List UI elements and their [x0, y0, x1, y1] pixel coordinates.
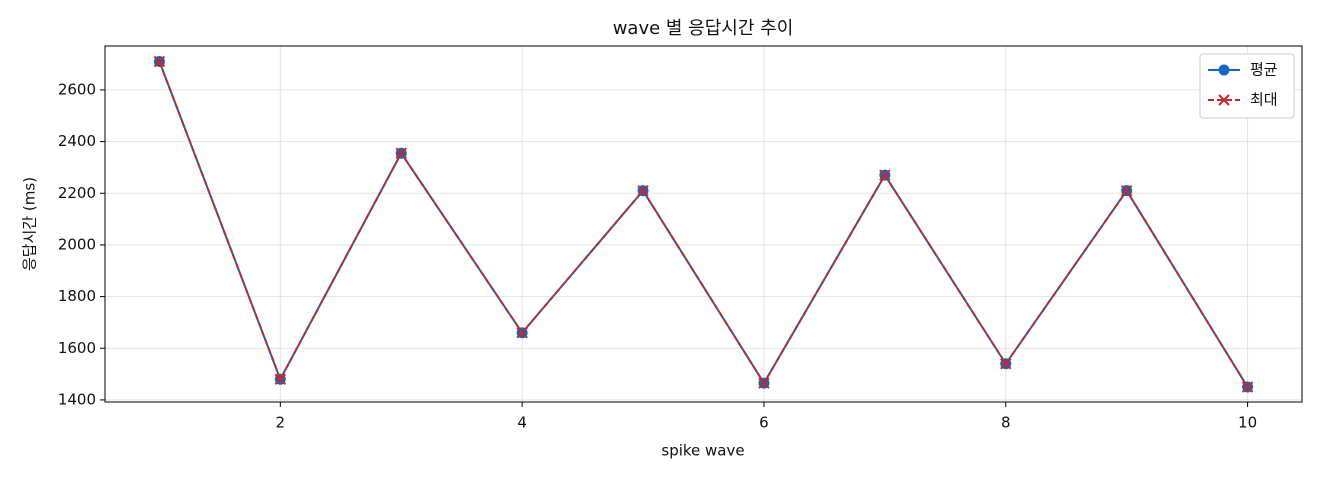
legend-label: 평균	[1250, 61, 1278, 79]
y-tick-label: 2600	[58, 80, 96, 98]
marker	[1218, 94, 1230, 106]
y-tick-label: 1400	[58, 390, 96, 408]
marker	[879, 169, 891, 181]
x-tick-label: 10	[1238, 414, 1257, 432]
x-tick-label: 6	[759, 414, 769, 432]
x-tick-label: 4	[517, 414, 527, 432]
legend-label: 최대	[1250, 91, 1278, 109]
marker	[758, 377, 770, 389]
x-tick-label: 2	[276, 414, 286, 432]
y-tick-label: 1600	[58, 339, 96, 357]
legend-box	[1199, 53, 1295, 119]
marker	[1120, 184, 1133, 197]
x-tick-label: 8	[1001, 414, 1011, 432]
plot-frame	[104, 45, 1303, 403]
y-tick-label: 2200	[58, 184, 96, 202]
marker	[637, 184, 649, 197]
y-tick-label: 2000	[58, 235, 96, 253]
marker	[516, 327, 528, 339]
marker	[395, 147, 407, 159]
y-tick-label: 2400	[58, 132, 96, 150]
x-axis-label: spike wave	[661, 442, 744, 460]
marker	[1218, 64, 1230, 76]
marker	[274, 373, 287, 385]
y-axis-label: 응답시간 (ms)	[21, 177, 39, 271]
marker	[1241, 381, 1254, 393]
series-line	[158, 61, 1249, 388]
marker	[1000, 358, 1012, 370]
marker	[153, 55, 166, 68]
y-tick-label: 1800	[58, 287, 96, 305]
chart-title: wave 별 응답시간 추이	[613, 18, 794, 39]
